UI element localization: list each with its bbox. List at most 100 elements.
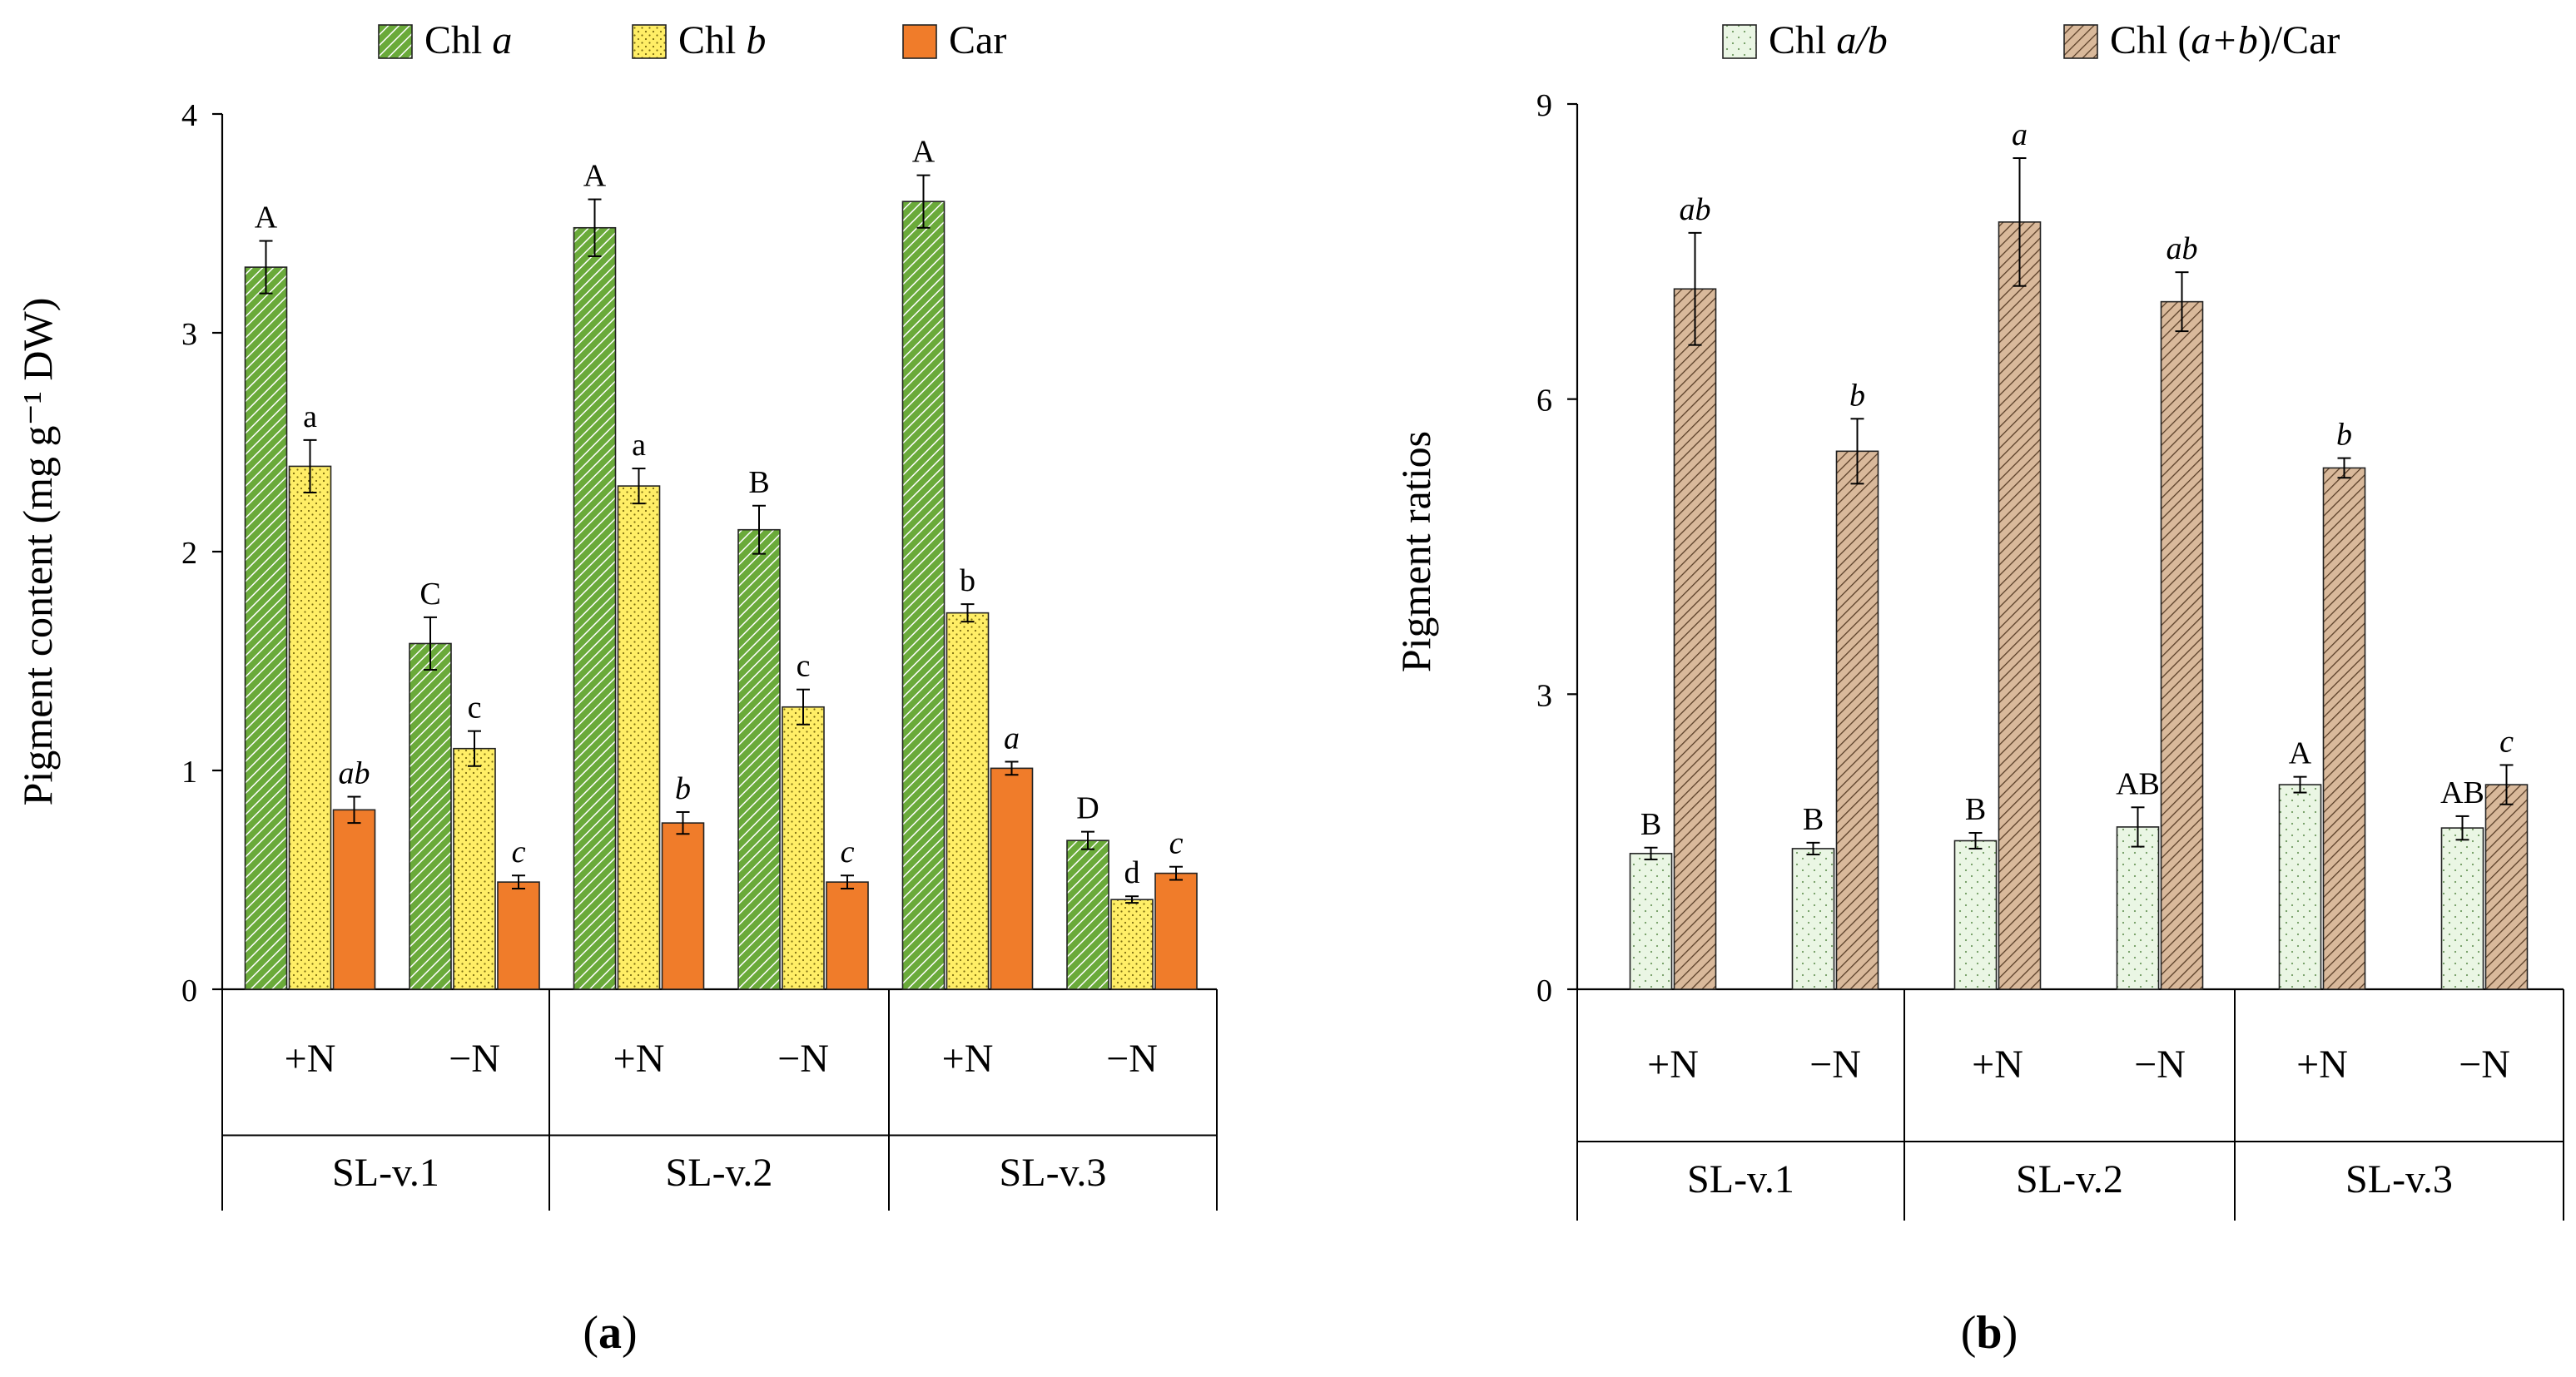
bar-chl-b [782,706,825,990]
significance-letter: c [2499,724,2514,759]
significance-letter: c [841,835,855,869]
panel-label: (a) [583,1307,637,1359]
bar-chl-a-b [1953,840,1998,990]
significance-letter: ab [339,756,370,791]
significance-letter: a [303,399,317,434]
y-tick-label: 0 [1536,973,1552,1008]
significance-letter: c [512,835,526,869]
significance-letter: b [2336,418,2352,453]
legend-label-italic: a [492,18,512,62]
treatment-label: +N [285,1037,336,1081]
bar-chl-a-b [2278,784,2322,990]
legend-label: Chl a/b [1769,18,1888,62]
legend-label-italic: a+b [2191,18,2257,62]
y-axis-label: Pigment ratios [1392,431,1439,672]
panel-label-open: ( [583,1307,598,1359]
legend-label: Car [949,18,1006,62]
treatment-label: −N [2134,1043,2186,1087]
treatment-label: −N [1809,1043,1861,1087]
bar-chl-a-b [2440,827,2484,990]
significance-letter: A [912,135,936,170]
panel-label-letter: b [1976,1307,2002,1359]
bar-car [661,822,705,990]
bar-car [1154,872,1198,990]
legend-label-tail: )/Car [2258,18,2340,62]
legend-label-main: Chl ( [2110,18,2191,62]
bar-chl-a [901,201,946,990]
bar-chl-a-b-car [1835,450,1879,990]
bar-car [497,881,540,990]
treatment-label: +N [613,1037,665,1081]
bar-chl-a-b-car [1998,221,2042,990]
significance-letter: c [468,691,482,726]
significance-letter: a [2012,117,2028,152]
significance-letter: C [419,577,440,612]
group-label: SL-v.3 [2345,1157,2453,1201]
y-tick-label: 9 [1536,88,1552,123]
panel-label-close: ) [622,1307,638,1359]
bar-chl-a [1066,840,1109,990]
bar-car [332,809,376,990]
legend-swatch [378,24,413,59]
legend-swatch [2063,24,2098,59]
y-tick-label: 0 [181,973,197,1008]
bar-chl-a-b [1791,848,1835,990]
bar-chl-b [453,747,496,990]
panel-label-letter: a [598,1307,622,1359]
panel-label-open: ( [1961,1307,1977,1359]
significance-letter: a [632,428,646,463]
significance-letter: AB [2116,766,2160,801]
bar-car [990,767,1034,990]
legend-swatch [632,24,667,59]
bar-chl-a-b-car [2322,467,2366,990]
bar-chl-a [737,528,781,990]
bar-chl-a [244,266,288,990]
legend-swatch [1722,24,1757,59]
treatment-label: +N [2296,1043,2348,1087]
legend-label: Chl b [678,18,766,62]
bar-chl-b [617,485,661,990]
bar-chl-a [573,226,617,990]
treatment-label: −N [777,1037,829,1081]
significance-letter: ab [2167,231,2198,266]
y-tick-label: 3 [1536,678,1552,713]
legend-label-italic: b [746,18,766,62]
legend-label-main: Car [949,18,1006,62]
significance-letter: B [1965,792,1986,827]
significance-letter: A [583,159,607,194]
group-label: SL-v.1 [332,1151,439,1195]
panel-b-chart: 0 3 6 9 Pigment ratios Bab +N Bb −N Ba +N AB ab −N Ab +… [1392,18,2564,1359]
significance-letter: A [2289,736,2312,771]
group-label: SL-v.1 [1687,1157,1794,1201]
significance-letter: B [1803,802,1824,837]
group-label: SL-v.2 [666,1151,773,1195]
bar-chl-b [1110,899,1154,990]
treatment-label: −N [2459,1043,2510,1087]
significance-letter: b [1849,378,1865,413]
group-label: SL-v.2 [2016,1157,2123,1201]
bar-chl-a-b [2116,826,2160,990]
treatment-label: −N [1106,1037,1158,1081]
bar-chl-a-b-car [1673,288,1717,990]
significance-letter: c [797,649,811,684]
treatment-label: −N [449,1037,500,1081]
y-tick-label: 4 [181,98,197,133]
legend-swatch [902,24,937,59]
bar-chl-a-b-car [2160,300,2204,990]
legend-label: Chl (a+b)/Car [2110,18,2340,62]
treatment-label: +N [1647,1043,1699,1087]
y-axis-label: Pigment content (mg g⁻¹ DW) [14,298,61,806]
group-label: SL-v.3 [1000,1151,1107,1195]
bar-chl-a-b [1629,853,1673,990]
significance-letter: a [1004,721,1020,755]
significance-letter: D [1076,791,1099,826]
significance-letter: d [1124,855,1140,890]
panel-label-close: ) [2003,1307,2018,1359]
treatment-label: +N [1972,1043,2023,1087]
significance-letter: AB [2440,775,2484,810]
bar-chl-b [288,465,332,990]
significance-letter: ab [1680,192,1711,227]
legend-label-italic: a/b [1836,18,1887,62]
